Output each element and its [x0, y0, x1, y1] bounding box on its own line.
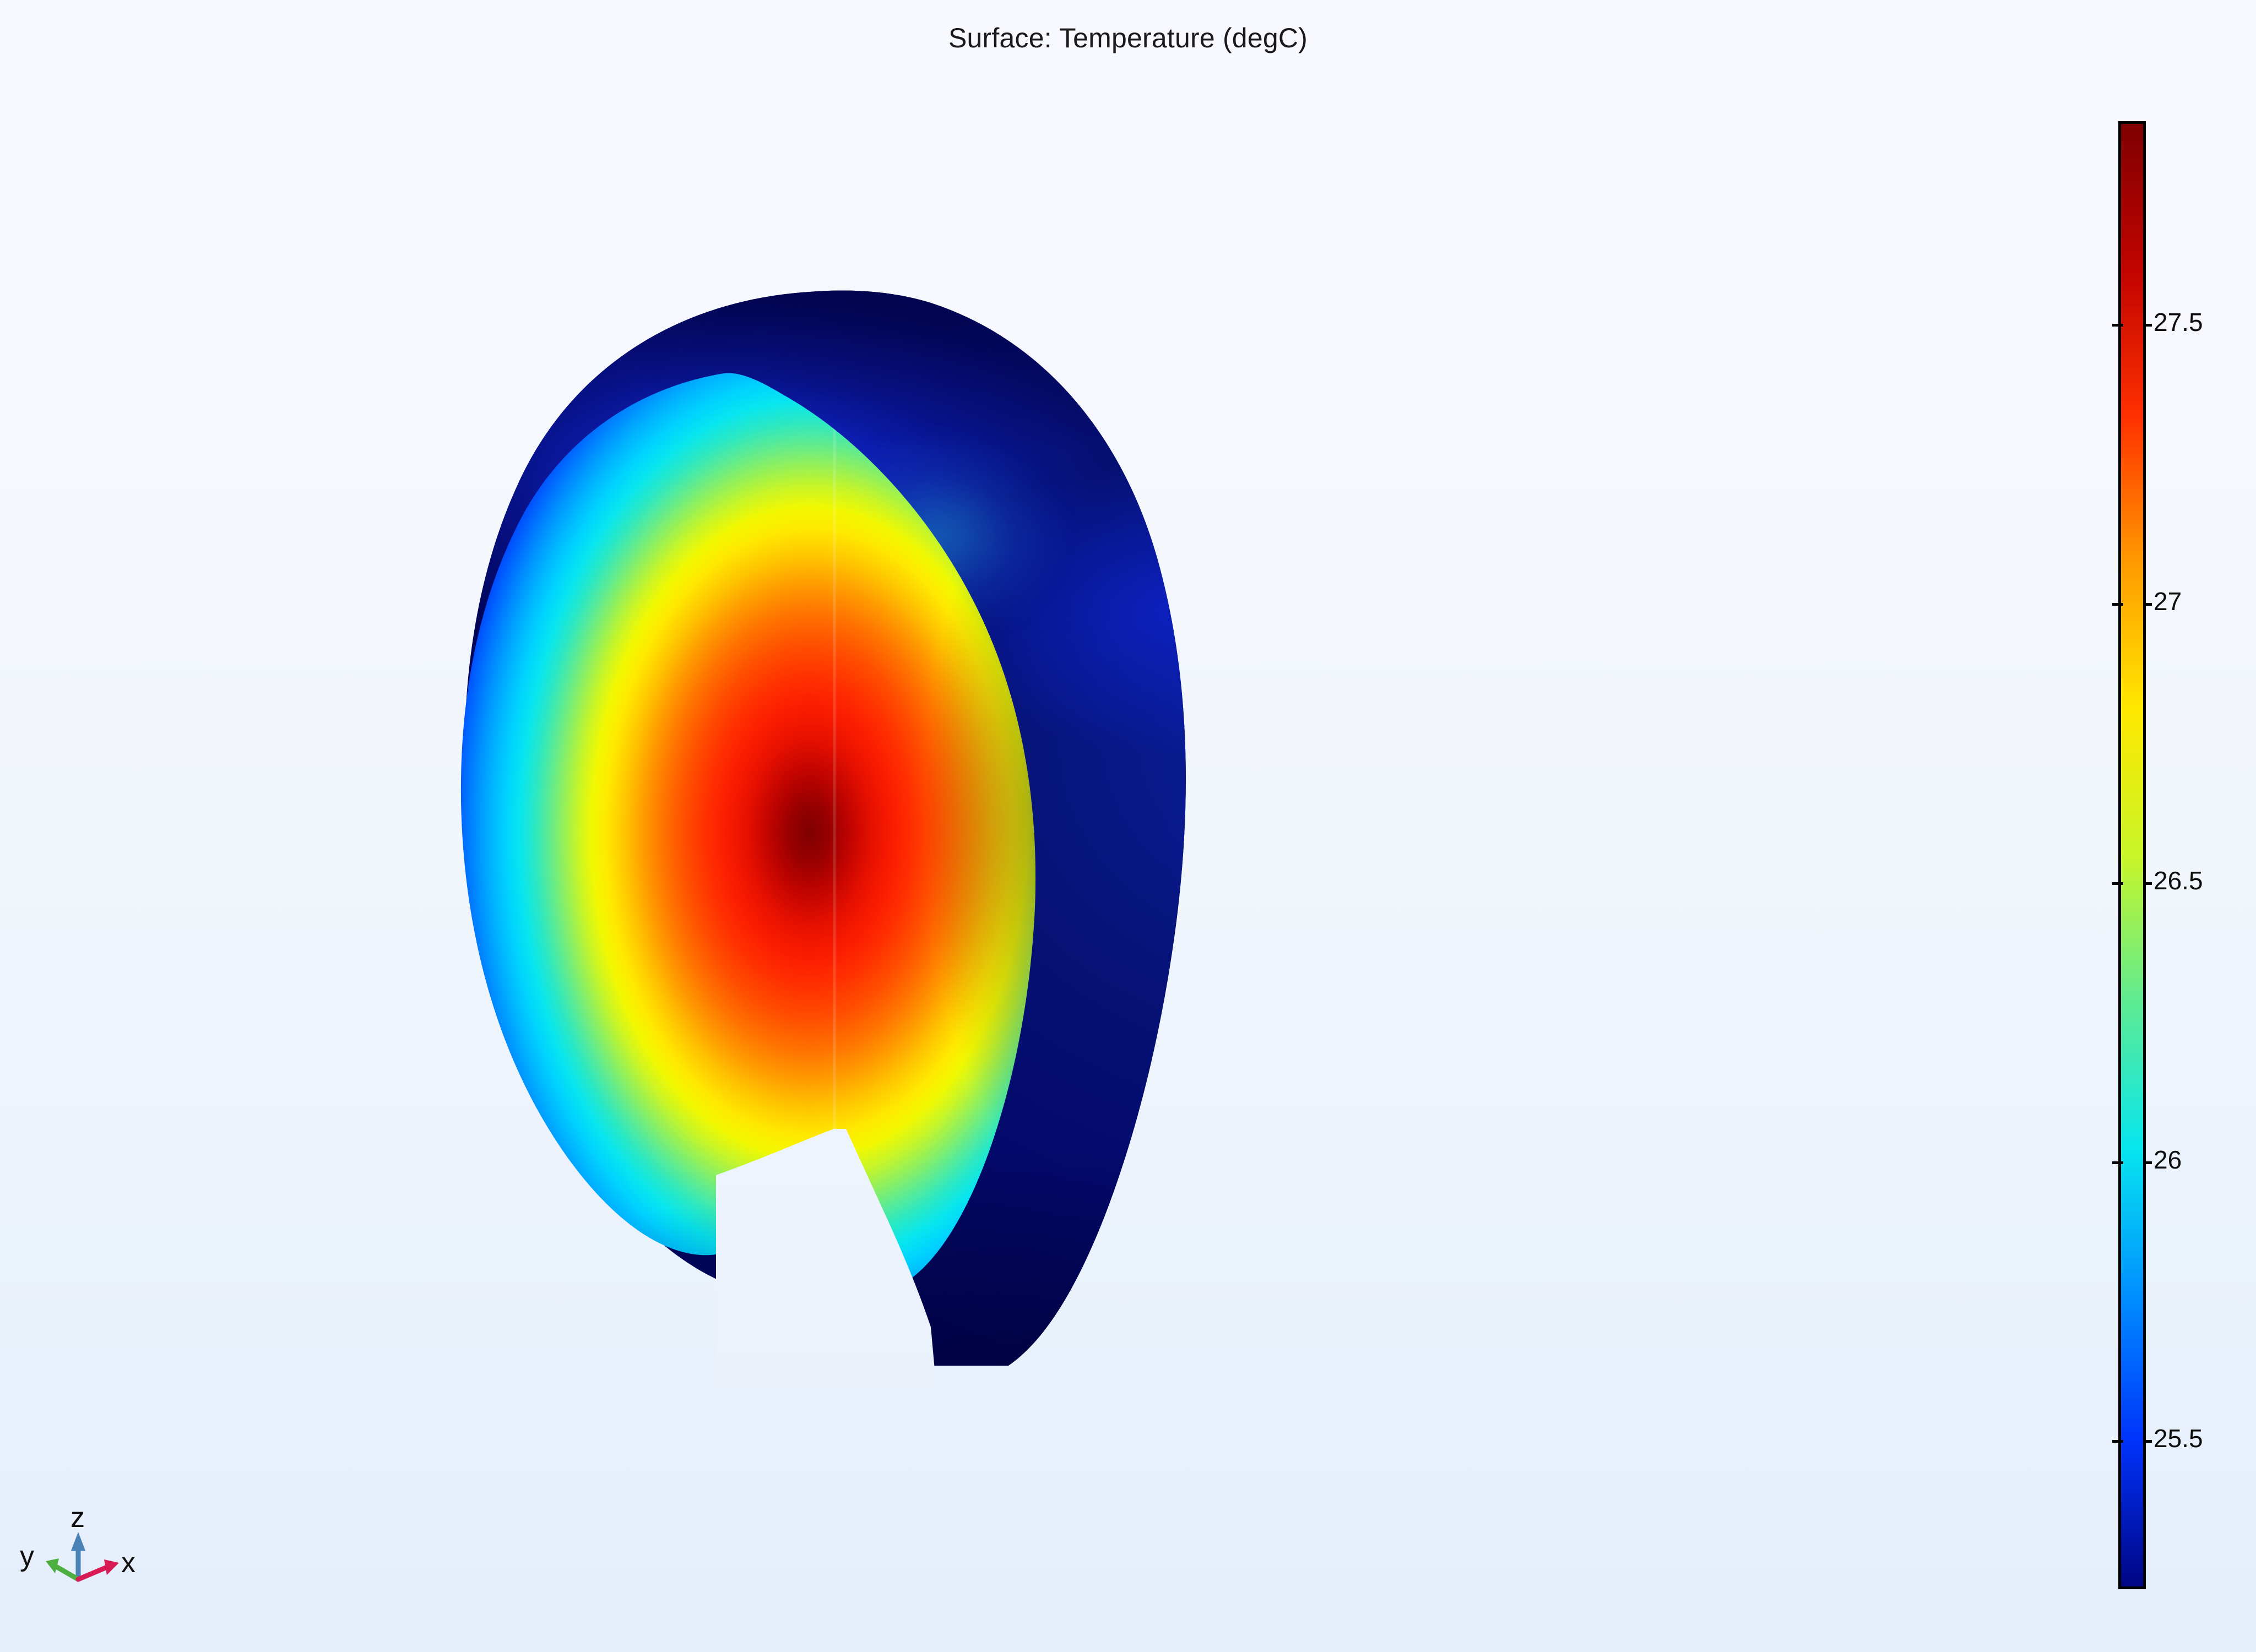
colorbar-tick-1: [2112, 602, 2123, 606]
colorbar-legend[interactable]: 27.5 27 26.5 26 25.5: [2112, 121, 2203, 1589]
triad-arrows-icon: [46, 1532, 119, 1582]
cut-plane-seam: [833, 369, 837, 1327]
colorbar-tick-label-0: 27.5: [2154, 307, 2203, 336]
page-title: Surface: Temperature (degC): [948, 23, 1308, 53]
colorbar-tick-outer-3: [2143, 1161, 2152, 1164]
colorbar-tick-2: [2112, 882, 2123, 885]
colorbar-tick-label-4: 25.5: [2154, 1424, 2203, 1453]
colorbar-tick-outer-1: [2143, 602, 2152, 606]
colorbar-tick-4: [2112, 1440, 2123, 1443]
colorbar-tick-outer-2: [2143, 882, 2152, 885]
colorbar-tick-outer-4: [2143, 1440, 2152, 1443]
colorbar-tick-outer-0: [2143, 323, 2152, 327]
colorbar-tick-label-2: 26.5: [2154, 866, 2203, 895]
colorbar-track[interactable]: [2112, 121, 2152, 1589]
colorbar-tick-0: [2112, 323, 2123, 327]
axis-label-z: z: [70, 1502, 85, 1534]
colorbar-tick-label-3: 26: [2154, 1145, 2182, 1174]
axis-label-x: x: [121, 1547, 135, 1579]
colorbar-tick-3: [2112, 1161, 2123, 1164]
colorbar-gradient: [2121, 124, 2143, 1586]
colorbar-tick-label-1: 27: [2154, 586, 2182, 616]
axis-orientation-triad: z y x: [17, 1498, 143, 1619]
axis-label-y: y: [20, 1540, 34, 1572]
surface-3d-object[interactable]: [457, 286, 1526, 1366]
